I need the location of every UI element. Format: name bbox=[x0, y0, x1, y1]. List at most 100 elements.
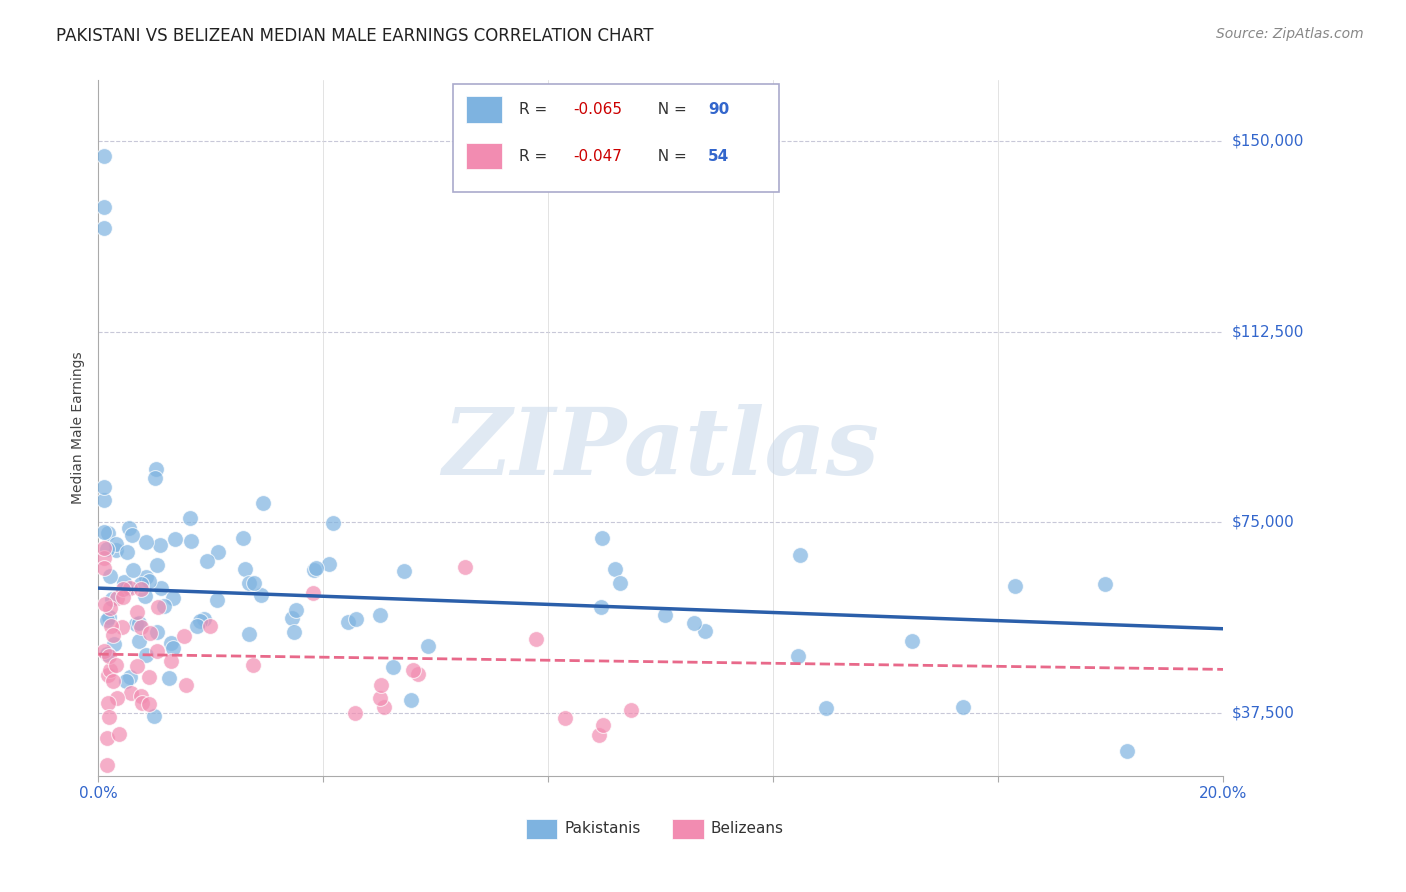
Text: -0.065: -0.065 bbox=[574, 102, 621, 117]
Point bbox=[162, 640, 184, 655]
Point bbox=[93, 479, 115, 493]
Point bbox=[97, 648, 120, 663]
Point bbox=[304, 563, 326, 577]
Point bbox=[101, 592, 124, 607]
Point bbox=[114, 575, 136, 590]
Point bbox=[135, 570, 157, 584]
Point bbox=[1094, 577, 1116, 591]
Point bbox=[524, 632, 547, 646]
Point bbox=[301, 586, 323, 600]
Point bbox=[589, 600, 612, 615]
Point bbox=[786, 648, 808, 663]
Point bbox=[159, 654, 181, 668]
Point bbox=[93, 541, 115, 555]
Point bbox=[111, 619, 134, 633]
Point bbox=[146, 558, 169, 572]
Point bbox=[186, 618, 208, 632]
Point bbox=[153, 599, 176, 613]
Point bbox=[97, 609, 120, 624]
Point bbox=[97, 667, 120, 681]
Point bbox=[454, 560, 477, 574]
Point bbox=[281, 611, 304, 625]
Point bbox=[105, 591, 128, 605]
Point bbox=[125, 617, 148, 632]
Point bbox=[97, 696, 120, 710]
Point bbox=[138, 698, 160, 712]
Text: 54: 54 bbox=[709, 149, 730, 163]
Text: 90: 90 bbox=[709, 102, 730, 117]
Point bbox=[96, 647, 118, 661]
Point bbox=[188, 615, 211, 629]
Point bbox=[125, 659, 148, 673]
Point bbox=[129, 576, 152, 591]
Point bbox=[238, 576, 260, 591]
Point bbox=[145, 644, 167, 658]
Text: R =: R = bbox=[519, 149, 553, 163]
Point bbox=[97, 710, 120, 724]
Point bbox=[121, 563, 143, 577]
Point bbox=[131, 689, 153, 703]
Point bbox=[96, 613, 118, 627]
Point bbox=[93, 200, 115, 214]
Point bbox=[370, 677, 392, 691]
Point bbox=[118, 521, 141, 535]
Point bbox=[104, 543, 127, 558]
Point bbox=[129, 582, 152, 596]
Point bbox=[401, 663, 423, 677]
Point bbox=[138, 574, 160, 589]
Point bbox=[406, 666, 429, 681]
Point bbox=[683, 616, 706, 631]
Point bbox=[135, 648, 157, 662]
Point bbox=[94, 597, 117, 611]
Point bbox=[105, 691, 128, 706]
Point bbox=[128, 634, 150, 648]
Point bbox=[318, 557, 340, 571]
Point bbox=[285, 603, 308, 617]
Point bbox=[115, 674, 138, 689]
Point bbox=[115, 545, 138, 559]
Point bbox=[205, 593, 228, 607]
Text: -0.047: -0.047 bbox=[574, 149, 621, 163]
Point bbox=[1116, 744, 1139, 758]
Text: ZIPatlas: ZIPatlas bbox=[443, 404, 879, 494]
Point bbox=[128, 615, 150, 630]
Bar bbox=[467, 96, 502, 123]
Point bbox=[146, 625, 169, 640]
Point bbox=[129, 620, 152, 634]
Point bbox=[93, 561, 115, 575]
Point bbox=[232, 531, 254, 545]
Bar bbox=[453, 84, 779, 192]
Point bbox=[131, 696, 153, 710]
Point bbox=[101, 628, 124, 642]
Point bbox=[305, 561, 328, 575]
Point bbox=[343, 706, 366, 720]
Point bbox=[93, 493, 115, 508]
Text: PAKISTANI VS BELIZEAN MEDIAN MALE EARNINGS CORRELATION CHART: PAKISTANI VS BELIZEAN MEDIAN MALE EARNIN… bbox=[56, 27, 654, 45]
Point bbox=[93, 220, 115, 235]
Point bbox=[143, 471, 166, 485]
Bar bbox=[672, 819, 703, 838]
Point bbox=[193, 612, 215, 626]
Point bbox=[96, 731, 118, 745]
Point bbox=[337, 615, 360, 629]
Text: N =: N = bbox=[648, 149, 692, 163]
Point bbox=[249, 588, 271, 602]
Point bbox=[134, 589, 156, 603]
Point bbox=[135, 535, 157, 549]
Point bbox=[174, 678, 197, 692]
Point bbox=[138, 670, 160, 684]
Point bbox=[382, 660, 405, 674]
Point bbox=[179, 511, 201, 525]
Point bbox=[609, 576, 631, 591]
Point bbox=[233, 562, 256, 576]
Point bbox=[98, 569, 121, 583]
Point bbox=[1004, 579, 1026, 593]
Point bbox=[93, 524, 115, 539]
Text: R =: R = bbox=[519, 102, 553, 117]
Point bbox=[98, 663, 121, 677]
Point bbox=[115, 581, 138, 595]
Point bbox=[149, 581, 172, 595]
Bar bbox=[467, 143, 502, 169]
Point bbox=[112, 582, 135, 596]
Point bbox=[162, 591, 184, 606]
